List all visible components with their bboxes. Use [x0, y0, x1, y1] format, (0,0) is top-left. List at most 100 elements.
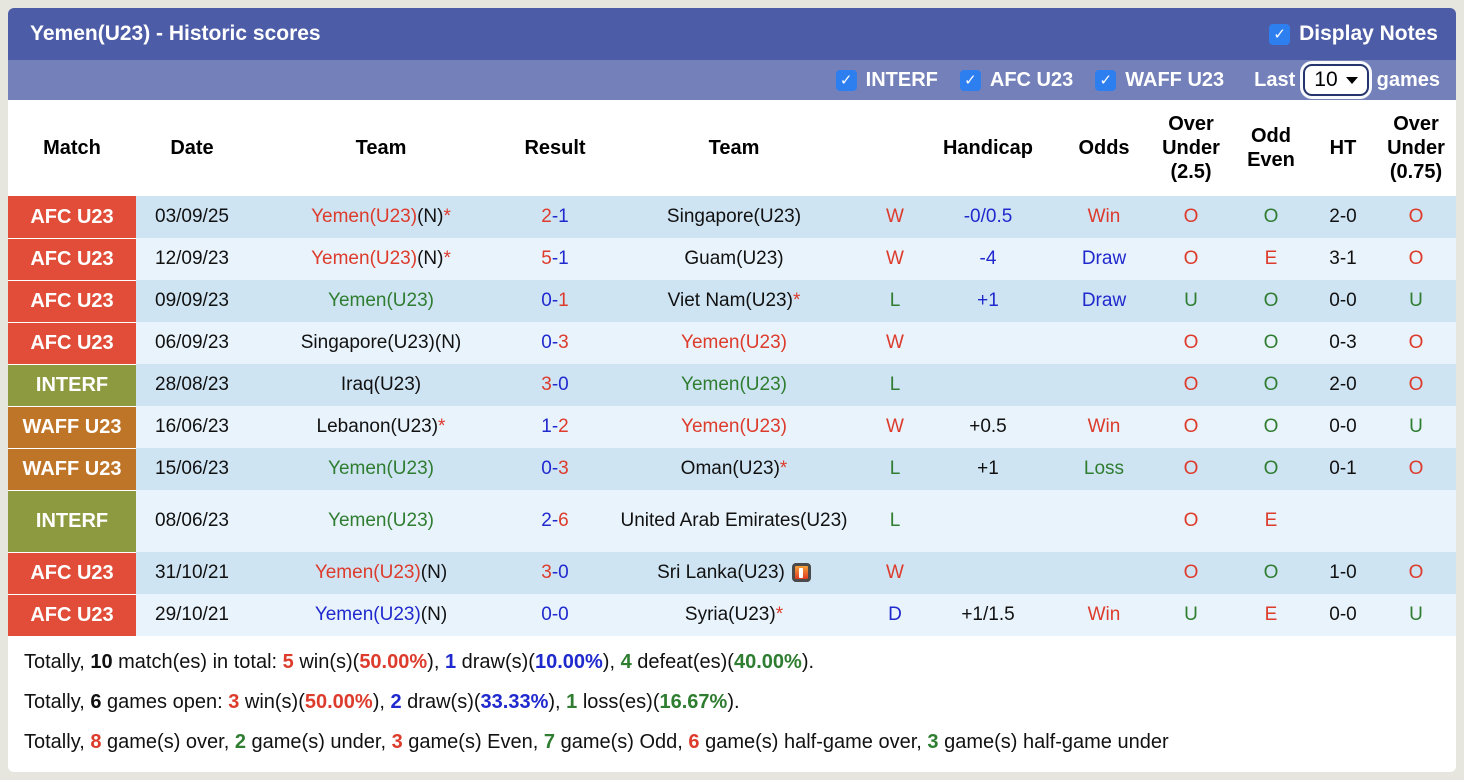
over-under-25-cell: O: [1150, 196, 1232, 238]
text-segment: Win: [1087, 604, 1121, 625]
last-games-select[interactable]: 10: [1303, 64, 1369, 96]
odds-cell: [1058, 552, 1150, 594]
home-team-cell: Yemen(U23): [248, 448, 514, 490]
odds-cell: [1058, 490, 1150, 552]
text-segment: O: [1263, 332, 1279, 353]
column-header-result: Result: [514, 100, 596, 196]
table-row: AFC U23 09/09/23 Yemen(U23) 0-1 Viet Nam(U23…: [8, 280, 1456, 323]
wl-cell: W: [872, 196, 918, 238]
text-segment: 4: [620, 650, 632, 673]
over-under-25-cell: O: [1150, 448, 1232, 490]
text-segment: O: [1263, 562, 1279, 583]
text-segment: ),: [427, 650, 445, 673]
ht-cell: 1-0: [1310, 552, 1376, 594]
text-segment: game(s) Even,: [402, 730, 544, 753]
wl-cell: L: [872, 448, 918, 490]
table-row: AFC U23 12/09/23 Yemen(U23)(N)* 5-1 Guam(U23…: [8, 238, 1456, 281]
text-segment: W: [886, 248, 904, 269]
odd-even-cell: O: [1232, 448, 1310, 490]
result-cell: 3-0: [514, 552, 596, 594]
text-segment: 5: [282, 650, 294, 673]
handicap-cell: [918, 490, 1058, 552]
text-segment: 0-3: [1329, 332, 1357, 353]
text-segment: Yemen(U23): [311, 206, 418, 227]
text-segment: draw(s)(: [456, 650, 535, 673]
text-segment: W: [886, 416, 904, 437]
text-segment: 3: [541, 562, 552, 583]
away-team-cell: United Arab Emirates(U23): [596, 490, 872, 552]
match-date: 28/08/23: [155, 374, 229, 395]
match-date: 16/06/23: [155, 416, 229, 437]
column-header-over-under-075: Over Under (0.75): [1376, 100, 1456, 196]
date-cell: 31/10/21: [136, 552, 248, 594]
text-segment: Yemen(U23): [681, 332, 787, 353]
text-segment: (N): [420, 604, 448, 625]
afc-u23-checkbox[interactable]: ✓: [959, 69, 981, 91]
ht-cell: 0-0: [1310, 594, 1376, 636]
text-segment: 2: [541, 206, 552, 227]
over-under-25-cell: O: [1150, 364, 1232, 406]
away-team-cell: Yemen(U23): [596, 322, 872, 364]
over-under-075-cell: [1376, 490, 1456, 552]
text-segment: 0-: [541, 290, 559, 311]
away-team-cell: Oman(U23)*: [596, 448, 872, 490]
text-segment: L: [889, 458, 901, 479]
away-team-cell: Yemen(U23): [596, 364, 872, 406]
competition-badge: AFC U23: [8, 594, 136, 637]
text-segment: win(s)(: [239, 690, 305, 713]
date-cell: 08/06/23: [136, 490, 248, 552]
text-segment: Singapore(U23): [666, 206, 802, 227]
waff-u23-checkbox[interactable]: ✓: [1095, 69, 1117, 91]
text-segment: win(s)(: [293, 650, 360, 673]
handicap-cell: -0/0.5: [918, 196, 1058, 238]
waff-u23-label: WAFF U23: [1125, 68, 1225, 91]
text-segment: -0/0.5: [963, 206, 1013, 227]
competition-badge: AFC U23: [8, 552, 136, 595]
text-segment: match(es) in total:: [112, 650, 283, 673]
header-row: Match Date Team Result Team Handicap Odd…: [8, 100, 1456, 196]
competition-badge: INTERF: [8, 364, 136, 407]
odds-cell: [1058, 364, 1150, 406]
wl-cell: L: [872, 280, 918, 322]
interf-checkbox[interactable]: ✓: [835, 69, 857, 91]
odd-even-cell: O: [1232, 196, 1310, 238]
handicap-cell: -4: [918, 238, 1058, 280]
handicap-cell: +1: [918, 448, 1058, 490]
home-team-cell: Yemen(U23)(N)*: [248, 238, 514, 280]
text-segment: Loss: [1083, 458, 1125, 479]
column-header-ht: HT: [1310, 100, 1376, 196]
wl-cell: L: [872, 364, 918, 406]
text-segment: Viet Nam(U23): [667, 290, 793, 311]
match-date: 29/10/21: [155, 604, 229, 625]
home-team-cell: Yemen(U23)(N): [248, 594, 514, 636]
historic-scores-table: Match Date Team Result Team Handicap Odd…: [8, 100, 1456, 637]
column-header-odd-even: Odd Even: [1232, 100, 1310, 196]
date-cell: 09/09/23: [136, 280, 248, 322]
text-segment: game(s) over,: [101, 730, 235, 753]
text-segment: 2-: [541, 510, 559, 531]
competition-badge: INTERF: [8, 490, 136, 553]
column-header-handicap: Handicap: [918, 100, 1058, 196]
wl-cell: W: [872, 552, 918, 594]
text-segment: O: [1408, 374, 1424, 395]
text-segment: Oman(U23): [680, 458, 780, 479]
text-segment: Draw: [1081, 248, 1127, 269]
summary: Totally, 10 match(es) in total: 5 win(s)…: [8, 636, 1456, 772]
text-segment: 6: [688, 730, 700, 753]
summary-line: Totally, 6 games open: 3 win(s)(50.00%),…: [24, 689, 1440, 716]
text-segment: O: [1263, 290, 1279, 311]
table-row: WAFF U23 16/06/23 Lebanon(U23)* 1-2 Yemen(U2…: [8, 406, 1456, 449]
text-segment: 3: [541, 374, 552, 395]
text-segment: O: [1183, 248, 1199, 269]
match-date: 09/09/23: [155, 290, 229, 311]
away-team-cell: Sri Lanka(U23): [596, 552, 872, 594]
wl-cell: L: [872, 490, 918, 552]
date-cell: 06/09/23: [136, 322, 248, 364]
display-notes-checkbox[interactable]: ✓: [1269, 23, 1291, 45]
text-segment: -1: [551, 206, 569, 227]
text-segment: Yemen(U23): [311, 248, 418, 269]
text-segment: defeat(es)(: [631, 650, 734, 673]
text-segment: Lebanon(U23): [316, 416, 439, 437]
column-header-wl: [872, 100, 918, 196]
text-segment: 50.00%: [359, 650, 428, 673]
